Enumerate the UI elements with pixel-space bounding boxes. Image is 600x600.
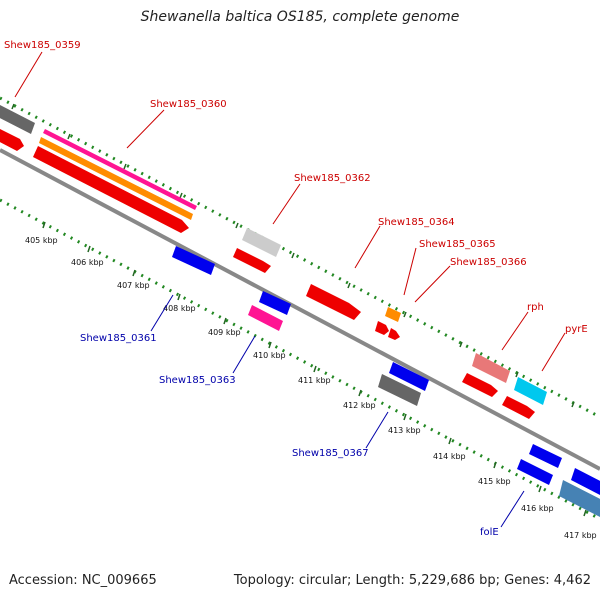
scale-tick-label: 409 kbp <box>208 328 241 337</box>
inner-tick <box>42 221 46 229</box>
gene-feature <box>571 468 600 495</box>
outer-tick <box>571 401 575 408</box>
gene-feature <box>388 328 400 340</box>
inner-tick <box>313 365 317 373</box>
label-leader <box>232 335 256 374</box>
outer-tick <box>459 341 463 348</box>
gene-feature <box>559 480 600 517</box>
gene-feature <box>33 146 189 233</box>
inner-tick <box>448 437 452 445</box>
gene-label-shew185-0359: Shew185_0359 <box>4 40 81 51</box>
outer-tick <box>11 103 15 110</box>
inner-tick <box>132 269 136 277</box>
label-leader <box>272 183 301 225</box>
scale-tick-label: 407 kbp <box>117 281 150 290</box>
scale-tick-label: 412 kbp <box>343 401 376 410</box>
label-leader <box>354 225 381 269</box>
inner-tick <box>223 317 227 325</box>
gene-feature <box>502 396 535 419</box>
gene-feature <box>514 377 547 405</box>
gene-feature <box>233 248 271 273</box>
gene-feature <box>0 105 35 134</box>
label-leader <box>500 490 525 528</box>
guide-lines <box>0 96 600 521</box>
label-leader <box>501 311 529 351</box>
gene-feature <box>259 291 291 315</box>
inner-tick <box>493 461 497 469</box>
gene-feature <box>39 137 193 220</box>
outer-tick <box>179 192 183 199</box>
gene-feature <box>378 374 421 406</box>
inner-guide-line <box>0 198 600 521</box>
gene-label-shew185-0361: Shew185_0361 <box>80 333 157 344</box>
outer-tick <box>515 371 519 378</box>
genome-summary-text: Topology: circular; Length: 5,229,686 bp… <box>233 573 591 588</box>
inner-tick <box>358 389 362 397</box>
scale-tick-label: 411 kbp <box>298 376 331 385</box>
inner-tick <box>538 485 542 493</box>
inner-tick <box>268 341 272 349</box>
outer-tick <box>123 163 127 170</box>
scale-tick-label: 406 kbp <box>71 258 104 267</box>
gene-feature <box>43 129 197 210</box>
gene-feature <box>517 459 553 485</box>
outer-tick <box>347 282 351 289</box>
gene-label-pyre: pyrE <box>565 324 588 335</box>
accession-text: Accession: NC_009665 <box>9 573 157 588</box>
inner-tick <box>87 245 91 253</box>
label-leader <box>541 332 566 372</box>
gene-features <box>0 105 600 517</box>
map-title: Shewanella baltica OS185, complete genom… <box>140 9 460 25</box>
inner-tick <box>583 509 587 517</box>
outer-tick <box>67 133 71 140</box>
gene-label-shew185-0360: Shew185_0360 <box>150 99 227 110</box>
gene-label-shew185-0366: Shew185_0366 <box>450 257 527 268</box>
gene-feature <box>306 284 361 320</box>
outer-guide-line <box>0 96 600 419</box>
scale-tick-label: 416 kbp <box>521 504 554 513</box>
gene-feature <box>462 373 498 397</box>
scale-tick-label: 414 kbp <box>433 452 466 461</box>
scale-tick-label: 417 kbp <box>564 531 597 540</box>
outer-tick <box>235 222 239 229</box>
gene-feature <box>172 246 215 275</box>
inner-tick <box>403 413 407 421</box>
gene-label-rph: rph <box>527 302 544 313</box>
gene-feature <box>529 444 562 468</box>
gene-label-shew185-0362: Shew185_0362 <box>294 173 371 184</box>
scale-tick-label: 413 kbp <box>388 426 421 435</box>
label-leader <box>14 51 43 98</box>
label-leader <box>150 294 174 332</box>
gene-label-shew185-0364: Shew185_0364 <box>378 217 455 228</box>
genome-backbone <box>0 148 600 471</box>
gene-label-shew185-0367: Shew185_0367 <box>292 448 369 459</box>
gene-feature <box>389 362 429 391</box>
gene-feature <box>472 353 510 383</box>
scale-tick-label: 410 kbp <box>253 351 286 360</box>
scale-tick-label: 405 kbp <box>25 236 58 245</box>
gene-feature <box>0 129 24 151</box>
scale-tick-label: 408 kbp <box>163 304 196 313</box>
gene-feature <box>242 228 281 257</box>
gene-label-fole: folE <box>480 527 499 538</box>
label-leaders <box>14 51 566 528</box>
label-leader <box>126 109 165 149</box>
inner-tick <box>177 293 181 301</box>
label-leader <box>365 411 389 449</box>
gene-label-shew185-0365: Shew185_0365 <box>419 239 496 250</box>
scale-tick-label: 415 kbp <box>478 477 511 486</box>
inner-ticks <box>42 221 587 517</box>
gene-label-shew185-0363: Shew185_0363 <box>159 375 236 386</box>
gene-feature <box>375 321 389 335</box>
label-leader <box>403 247 417 296</box>
gene-feature <box>385 307 401 322</box>
outer-tick <box>403 311 407 318</box>
gene-feature <box>248 305 283 331</box>
outer-ticks <box>11 103 575 408</box>
outer-tick <box>291 252 295 259</box>
label-leader <box>414 265 451 303</box>
